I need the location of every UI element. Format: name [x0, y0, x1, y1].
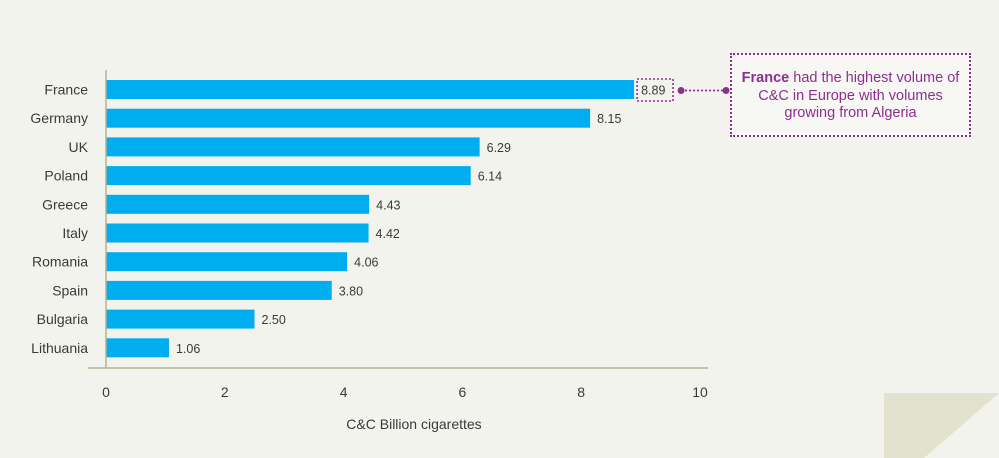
x-tick-label-4: 4: [340, 384, 348, 400]
bar-uk: [106, 137, 480, 157]
bar-lithuania: [106, 338, 169, 358]
annotation-callout: France had the highest volume of C&C in …: [730, 53, 971, 137]
value-label-bulgaria: 2.50: [262, 313, 286, 327]
bar-greece: [106, 194, 370, 214]
category-label-italy: Italy: [62, 225, 88, 241]
bar-romania: [106, 252, 348, 272]
x-tick-label-2: 2: [221, 384, 229, 400]
page-fold-shape: [884, 393, 999, 458]
bar-spain: [106, 280, 332, 300]
value-label-uk: 6.29: [487, 141, 511, 155]
bar-poland: [106, 166, 471, 186]
value-label-romania: 4.06: [354, 256, 378, 270]
axes-group: 0 2 4 6 8 10 C&C Billion cigarettes: [88, 70, 708, 432]
x-tick-label-10: 10: [692, 384, 708, 400]
x-tick-label-0: 0: [102, 384, 110, 400]
annotation-text: had the highest volume of C&C in Europe …: [758, 70, 960, 121]
highlight-box: [636, 78, 674, 102]
x-tick-label-8: 8: [577, 384, 585, 400]
connector-dot-end: [722, 87, 730, 94]
category-label-lithuania: Lithuania: [31, 340, 88, 356]
value-label-greece: 4.43: [376, 198, 400, 212]
value-label-italy: 4.42: [376, 227, 400, 241]
value-label-spain: 3.80: [339, 284, 363, 298]
annotation-bold-text: France: [741, 70, 790, 86]
bar-france: [106, 80, 635, 99]
bar-italy: [106, 223, 369, 243]
category-label-romania: Romania: [32, 254, 88, 270]
bar-germany: [106, 108, 591, 128]
category-label-germany: Germany: [30, 110, 88, 126]
bar-bulgaria: [106, 309, 255, 329]
value-label-germany: 8.15: [597, 112, 621, 126]
x-axis-title: C&C Billion cigarettes: [346, 416, 481, 432]
value-label-lithuania: 1.06: [176, 342, 200, 356]
category-label-france: France: [44, 82, 88, 98]
annotation-connector: [636, 78, 730, 102]
page-fold-corner: [884, 393, 999, 458]
category-label-greece: Greece: [42, 196, 88, 212]
value-label-poland: 6.14: [478, 170, 502, 184]
category-label-uk: UK: [69, 139, 89, 155]
category-label-bulgaria: Bulgaria: [37, 311, 89, 327]
category-label-spain: Spain: [52, 282, 88, 298]
bars-group: France 8.89 Germany 8.15 UK 6.29 Poland 6.14 Gre…: [30, 80, 665, 358]
value-label-france: 8.89: [641, 84, 665, 98]
category-label-poland: Poland: [44, 168, 88, 184]
x-tick-label-6: 6: [459, 384, 467, 400]
